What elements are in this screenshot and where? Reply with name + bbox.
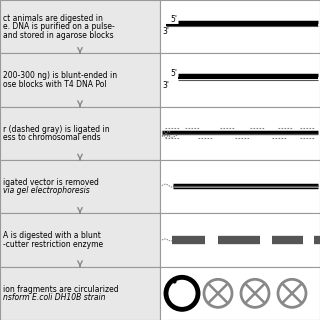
- Bar: [0, 0, 160, 53]
- Text: via gel electrophoresis: via gel electrophoresis: [3, 187, 90, 196]
- Bar: [160, 0, 320, 53]
- Bar: [0, 107, 160, 160]
- Text: 200-300 ng) is blunt-ended in: 200-300 ng) is blunt-ended in: [3, 71, 117, 80]
- Text: 3': 3': [162, 27, 169, 36]
- Bar: [160, 160, 320, 213]
- Bar: [160, 267, 320, 320]
- Text: ose blocks with T4 DNA Pol: ose blocks with T4 DNA Pol: [3, 80, 107, 89]
- Text: 5': 5': [170, 68, 177, 77]
- Bar: [160, 53, 320, 107]
- Bar: [160, 107, 320, 160]
- Bar: [0, 267, 160, 320]
- Text: ct animals are digested in: ct animals are digested in: [3, 14, 103, 23]
- Bar: [0, 53, 160, 107]
- Bar: [160, 213, 320, 267]
- Text: -cutter restriction enzyme: -cutter restriction enzyme: [3, 240, 103, 249]
- Text: 3': 3': [162, 81, 169, 90]
- Text: igated vector is removed: igated vector is removed: [3, 178, 99, 187]
- Text: ion fragments are circularized: ion fragments are circularized: [3, 284, 119, 293]
- Text: e. DNA is purified on a pulse-: e. DNA is purified on a pulse-: [3, 22, 115, 31]
- Text: r (dashed gray) is ligated in: r (dashed gray) is ligated in: [3, 124, 110, 133]
- Bar: [0, 213, 160, 267]
- Text: ess to chromosomal ends: ess to chromosomal ends: [3, 133, 100, 142]
- Text: 5': 5': [170, 15, 177, 24]
- Bar: [0, 160, 160, 213]
- Text: nsform E.coli DH10B strain: nsform E.coli DH10B strain: [3, 293, 106, 302]
- Text: A is digested with a blunt: A is digested with a blunt: [3, 231, 101, 240]
- Text: and stored in agarose blocks: and stored in agarose blocks: [3, 31, 114, 40]
